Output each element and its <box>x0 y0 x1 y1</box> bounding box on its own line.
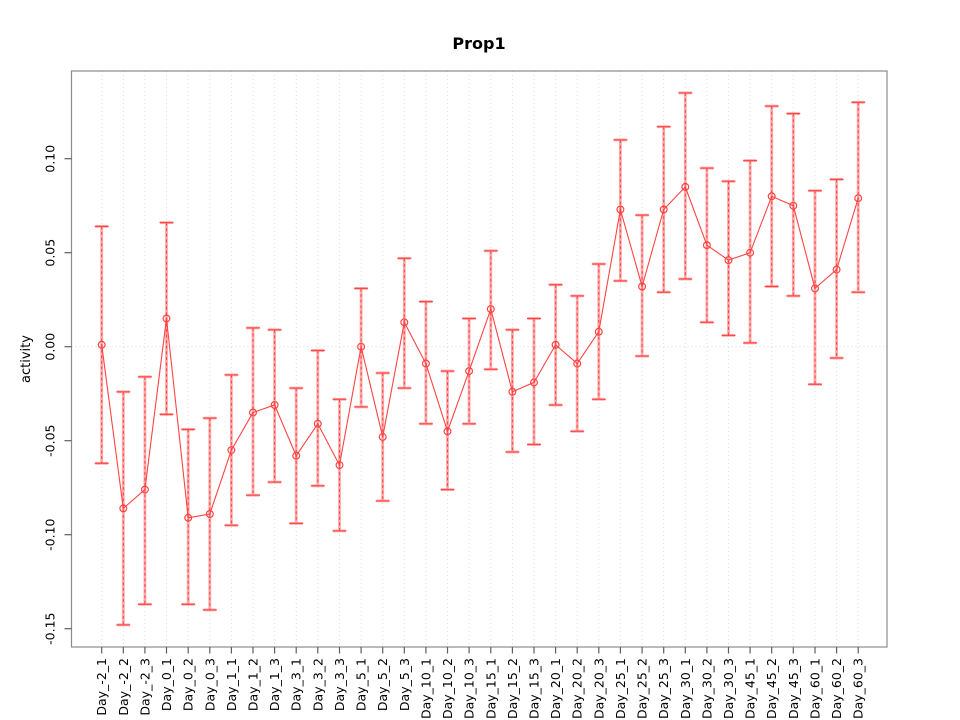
x-tick-label: Day_3_3 <box>332 658 347 711</box>
data-point <box>97 340 106 349</box>
x-tick-label: Day_45_1 <box>743 658 758 719</box>
data-point <box>702 241 711 250</box>
x-tick-label: Day_25_2 <box>635 658 650 719</box>
data-point <box>789 201 798 210</box>
data-point <box>832 265 841 274</box>
data-point <box>465 367 474 376</box>
x-tick-label: Day_30_1 <box>678 658 693 719</box>
y-tick-label: -0.15 <box>43 613 58 645</box>
data-point <box>421 359 430 368</box>
data-point <box>854 194 863 203</box>
data-point <box>659 205 668 214</box>
x-tick-label: Day_3_1 <box>289 658 304 711</box>
x-tick-label: Day_30_2 <box>699 658 714 719</box>
data-point <box>638 282 647 291</box>
data-point <box>810 284 819 293</box>
x-tick-label: Day_15_3 <box>527 658 542 719</box>
x-tick-label: Day_20_3 <box>591 658 606 719</box>
y-tick-label: 0.05 <box>43 239 58 267</box>
x-tick-label: Day_25_3 <box>656 658 671 719</box>
y-tick-label: 0.00 <box>43 333 58 361</box>
x-tick-label: Day_0_2 <box>181 658 196 711</box>
x-tick-label: Day_0_1 <box>159 658 174 711</box>
x-tick-label: Day_1_3 <box>267 658 282 711</box>
data-point <box>227 446 236 455</box>
series-line <box>101 185 859 519</box>
plot-box <box>70 70 888 648</box>
data-point <box>529 378 538 387</box>
data-point <box>205 510 214 519</box>
data-point <box>335 461 344 470</box>
x-tick-label: Day_3_2 <box>310 658 325 711</box>
data-point <box>767 192 776 201</box>
data-point <box>486 305 495 314</box>
x-tick-label: Day_10_3 <box>462 658 477 719</box>
chart-title: Prop1 <box>452 34 506 53</box>
data-point <box>313 419 322 428</box>
x-tick-label: Day_15_1 <box>483 658 498 719</box>
x-tick-label: Day_10_1 <box>418 658 433 719</box>
data-point <box>249 408 258 417</box>
data-point <box>508 387 517 396</box>
x-tick-label: Day_5_2 <box>375 658 390 711</box>
x-tick-label: Day_0_3 <box>202 658 217 711</box>
data-point <box>378 432 387 441</box>
x-tick-label: Day_20_2 <box>570 658 585 719</box>
data-point <box>551 340 560 349</box>
x-tick-label: Day_25_1 <box>613 658 628 719</box>
x-tick-label: Day_-2_2 <box>116 658 131 716</box>
y-tick-label: -0.10 <box>43 518 58 550</box>
data-point <box>573 359 582 368</box>
data-point <box>292 451 301 460</box>
data-point <box>162 314 171 323</box>
x-tick-label: Day_45_3 <box>786 658 801 719</box>
x-tick-label: Day_5_1 <box>354 658 369 711</box>
x-tick-label: Day_-2_1 <box>94 658 109 716</box>
y-tick-label: 0.10 <box>43 145 58 173</box>
x-tick-label: Day_60_2 <box>829 658 844 719</box>
x-tick-label: Day_20_1 <box>548 658 563 719</box>
data-point <box>119 504 128 513</box>
data-point <box>270 401 279 410</box>
data-point <box>140 485 149 494</box>
y-tick-label: -0.05 <box>43 425 58 457</box>
x-tick-label: Day_60_3 <box>851 658 866 719</box>
x-tick-label: Day_15_2 <box>505 658 520 719</box>
data-point <box>443 427 452 436</box>
data-point <box>184 513 193 522</box>
data-point <box>746 248 755 257</box>
data-point <box>357 342 366 351</box>
data-point <box>724 256 733 265</box>
data-point <box>616 205 625 214</box>
x-tick-label: Day_5_3 <box>397 658 412 711</box>
x-tick-label: Day_30_3 <box>721 658 736 719</box>
x-tick-label: Day_1_1 <box>224 658 239 711</box>
data-point <box>594 327 603 336</box>
x-tick-label: Day_45_2 <box>764 658 779 719</box>
x-tick-label: Day_60_1 <box>808 658 823 719</box>
data-point <box>681 182 690 191</box>
x-tick-label: Day_1_2 <box>246 658 261 711</box>
data-point <box>400 318 409 327</box>
x-tick-label: Day_10_2 <box>440 658 455 719</box>
x-tick-label: Day_-2_3 <box>137 658 152 716</box>
